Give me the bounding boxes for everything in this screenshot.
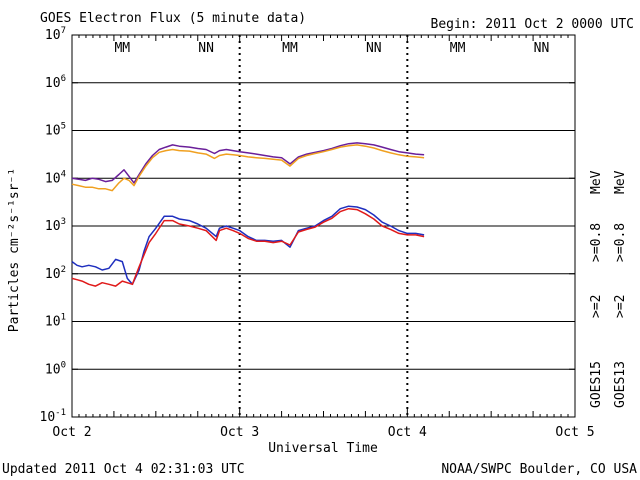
chart-title: GOES Electron Flux (5 minute data) [40, 11, 306, 26]
y-tick-label-exponent: 5 [61, 122, 66, 132]
y-tick-label-base: 10 [45, 124, 61, 139]
satellite-marker: NN [366, 41, 382, 56]
legend-satellite: GOES13 [613, 361, 628, 408]
legend-satellite: GOES15 [589, 361, 604, 408]
y-tick-label-exponent: 3 [61, 217, 66, 227]
y-tick-label-exponent: 4 [61, 169, 66, 179]
y-tick-label-exponent: -1 [55, 408, 66, 418]
series-line [71, 205, 425, 286]
x-axis-ticks: Oct 2 Oct 3 Oct 4 Oct 5 [52, 35, 595, 440]
satellite-marker: NN [198, 41, 214, 56]
y-tick-label: 104 [45, 169, 66, 186]
y-tick-label: 101 [45, 313, 66, 330]
y-tick-label-base: 10 [40, 410, 56, 425]
x-tick-label: Oct 5 [555, 425, 594, 440]
y-tick-label: 106 [45, 74, 66, 91]
y-tick-label-base: 10 [45, 219, 61, 234]
satellite-marker: MM [282, 41, 298, 56]
y-tick-label-base: 10 [45, 267, 61, 282]
satellite-marker: MM [450, 41, 466, 56]
series-line [71, 144, 425, 192]
series-line [71, 207, 425, 287]
x-tick-label: Oct 2 [52, 425, 91, 440]
satellite-marker: NN [534, 41, 550, 56]
legend-entry: >=2 [589, 295, 604, 318]
y-tick-label-base: 10 [45, 76, 61, 91]
updated-text: Updated 2011 Oct 4 02:31:03 UTC [2, 462, 245, 477]
legend-unit: MeV [589, 170, 604, 194]
begin-time: Begin: 2011 Oct 2 0000 UTC [431, 17, 635, 32]
y-tick-label-exponent: 7 [61, 26, 66, 36]
y-tick-label-exponent: 2 [61, 265, 66, 275]
legend-entry: >=2 [613, 295, 628, 318]
y-tick-label-exponent: 6 [61, 74, 66, 84]
legend-entry: >=0.8 [589, 223, 604, 262]
y-tick-label: 102 [45, 265, 66, 282]
y-tick-label-exponent: 1 [61, 313, 66, 323]
satellite-markers: MM NN MM NN MM NN [114, 41, 549, 56]
x-tick-label: Oct 4 [388, 425, 427, 440]
y-tick-label-exponent: 0 [61, 360, 66, 370]
x-tick-label: Oct 3 [220, 425, 259, 440]
y-tick-label-base: 10 [45, 315, 61, 330]
y-axis-label: Particles cm⁻²s⁻¹sr⁻¹ [7, 168, 22, 332]
y-tick-label: 100 [45, 360, 66, 377]
x-axis-label: Universal Time [268, 441, 378, 456]
y-tick-label: 10-1 [40, 408, 67, 425]
series-line [71, 142, 425, 184]
y-tick-label: 105 [45, 122, 66, 139]
y-tick-label-base: 10 [45, 362, 61, 377]
legend-unit: MeV [613, 170, 628, 194]
legend-entry: >=0.8 [613, 223, 628, 262]
y-tick-label-base: 10 [45, 171, 61, 186]
credit-text: NOAA/SWPC Boulder, CO USA [441, 462, 637, 477]
y-tick-label-base: 10 [45, 28, 61, 43]
satellite-marker: MM [114, 41, 130, 56]
series-lines [71, 142, 425, 287]
y-tick-label: 107 [45, 26, 66, 43]
y-tick-label: 103 [45, 217, 66, 234]
legend: GOES15 GOES13 >=2 >=2 >=0.8 >=0.8 MeV MeV [589, 170, 628, 408]
